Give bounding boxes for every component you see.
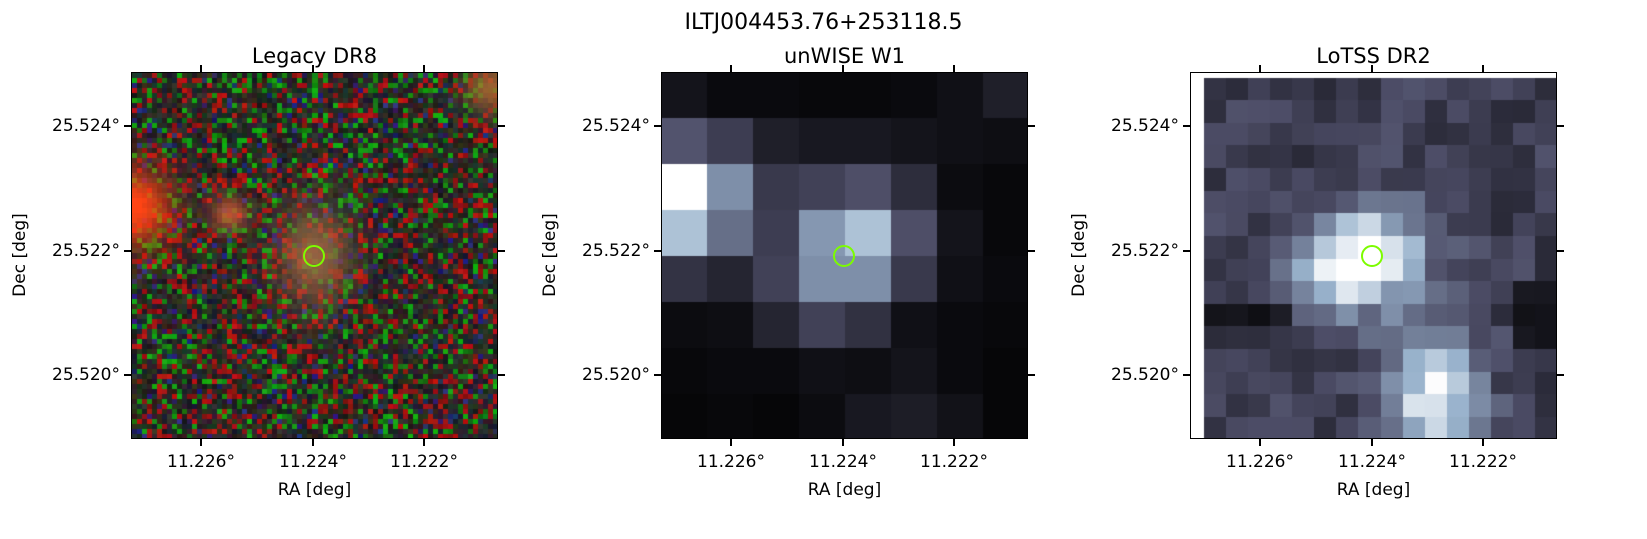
x-tick-top	[1482, 65, 1484, 72]
y-tick	[124, 125, 131, 127]
y-tick-right	[1028, 250, 1035, 252]
y-tick-label: 25.522°	[52, 241, 120, 261]
x-tick-top	[730, 65, 732, 72]
y-tick-right	[498, 250, 505, 252]
y-tick	[124, 374, 131, 376]
legacy-target-marker	[303, 245, 325, 267]
x-axis-label: RA [deg]	[807, 480, 882, 500]
x-tick	[730, 439, 732, 446]
y-tick-label: 25.520°	[52, 365, 120, 385]
x-tick-top	[1259, 65, 1261, 72]
y-tick-right	[1557, 374, 1564, 376]
unwise-target-marker	[833, 245, 855, 267]
x-tick	[1371, 439, 1373, 446]
y-tick	[654, 374, 661, 376]
x-tick-top	[1371, 65, 1373, 72]
x-tick-label: 11.226°	[1226, 452, 1294, 472]
x-tick	[423, 439, 425, 446]
y-tick-right	[1557, 250, 1564, 252]
x-tick	[312, 439, 314, 446]
y-tick-label: 25.522°	[1111, 241, 1179, 261]
x-tick-top	[842, 65, 844, 72]
lotss-panel-title: LoTSS DR2	[1316, 44, 1431, 68]
x-tick-label: 11.224°	[809, 452, 877, 472]
y-tick-right	[1557, 125, 1564, 127]
x-tick	[953, 439, 955, 446]
x-tick-top	[953, 65, 955, 72]
y-tick-right	[498, 374, 505, 376]
legacy-panel-title: Legacy DR8	[251, 44, 378, 68]
x-tick	[1259, 439, 1261, 446]
x-tick	[842, 439, 844, 446]
y-tick	[654, 250, 661, 252]
legacy-panel: Legacy DR8 11.226° 11.224° 11.222° 25.52…	[0, 0, 520, 539]
x-tick-label: 11.224°	[1338, 452, 1406, 472]
x-tick-label: 11.226°	[167, 452, 235, 472]
x-tick-label: 11.222°	[920, 452, 988, 472]
unwise-panel: unWISE W1 11.226° 11.224° 11.222° 25.524…	[530, 0, 1050, 539]
lotss-panel: LoTSS DR2 11.226° 11.224° 11.222° 25.524…	[1059, 0, 1579, 539]
y-tick-label: 25.520°	[1111, 365, 1179, 385]
y-tick-right	[1028, 125, 1035, 127]
y-tick	[124, 250, 131, 252]
lotss-target-marker	[1361, 245, 1383, 267]
y-axis-label: Dec [deg]	[540, 213, 560, 297]
y-tick	[1183, 250, 1190, 252]
x-tick-label: 11.226°	[697, 452, 765, 472]
y-tick-label: 25.524°	[1111, 116, 1179, 136]
y-axis-label: Dec [deg]	[1069, 213, 1089, 297]
y-tick	[1183, 374, 1190, 376]
y-tick	[654, 125, 661, 127]
figure-title: ILTJ004453.76+253118.5	[684, 10, 963, 35]
y-tick-right	[498, 125, 505, 127]
x-tick-label: 11.222°	[1449, 452, 1517, 472]
y-tick-right	[1028, 374, 1035, 376]
y-tick-label: 25.524°	[582, 116, 650, 136]
y-tick-label: 25.524°	[52, 116, 120, 136]
y-tick-label: 25.520°	[582, 365, 650, 385]
x-tick-top	[312, 65, 314, 72]
unwise-panel-title: unWISE W1	[784, 44, 905, 68]
y-axis-label: Dec [deg]	[10, 213, 30, 297]
y-tick-label: 25.522°	[582, 241, 650, 261]
x-axis-label: RA [deg]	[277, 480, 352, 500]
x-axis-label: RA [deg]	[1336, 480, 1411, 500]
y-tick	[1183, 125, 1190, 127]
x-tick-label: 11.222°	[390, 452, 458, 472]
x-tick-label: 11.224°	[279, 452, 347, 472]
x-tick	[1482, 439, 1484, 446]
x-tick	[200, 439, 202, 446]
x-tick-top	[423, 65, 425, 72]
x-tick-top	[200, 65, 202, 72]
